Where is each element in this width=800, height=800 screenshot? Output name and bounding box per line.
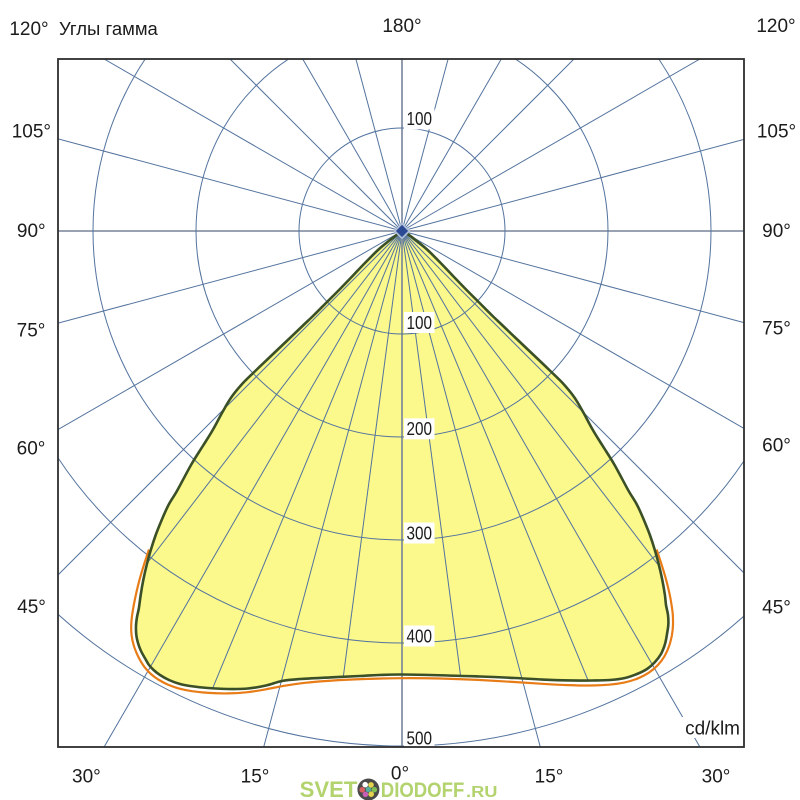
svg-text:180°: 180° <box>382 16 421 37</box>
svg-text:45°: 45° <box>762 598 791 619</box>
svg-text:SVET: SVET <box>300 777 358 800</box>
svg-text:.RU: .RU <box>466 784 498 800</box>
svg-text:75°: 75° <box>17 320 46 341</box>
svg-text:500: 500 <box>407 728 433 748</box>
svg-text:30°: 30° <box>72 767 101 788</box>
svg-text:120°: 120° <box>9 19 48 40</box>
svg-text:100: 100 <box>407 109 433 129</box>
svg-text:45°: 45° <box>17 597 46 618</box>
svg-text:100: 100 <box>407 313 433 333</box>
svg-text:15°: 15° <box>535 767 564 788</box>
svg-text:30°: 30° <box>702 767 731 788</box>
svg-text:DIODOFF: DIODOFF <box>381 779 465 800</box>
svg-text:60°: 60° <box>762 436 791 457</box>
svg-text:90°: 90° <box>17 221 46 242</box>
svg-text:300: 300 <box>407 523 433 543</box>
svg-text:60°: 60° <box>17 438 46 459</box>
svg-text:cd/klm: cd/klm <box>685 719 740 740</box>
svg-text:105°: 105° <box>757 121 796 142</box>
svg-text:0°: 0° <box>391 764 409 785</box>
svg-text:400: 400 <box>407 626 433 646</box>
svg-text:120°: 120° <box>756 16 795 37</box>
svg-text:15°: 15° <box>241 767 270 788</box>
svg-text:Углы гамма: Углы гамма <box>59 18 159 39</box>
svg-text:75°: 75° <box>762 318 791 339</box>
svg-text:105°: 105° <box>12 121 51 142</box>
svg-text:200: 200 <box>407 419 433 439</box>
svg-text:90°: 90° <box>762 221 791 242</box>
